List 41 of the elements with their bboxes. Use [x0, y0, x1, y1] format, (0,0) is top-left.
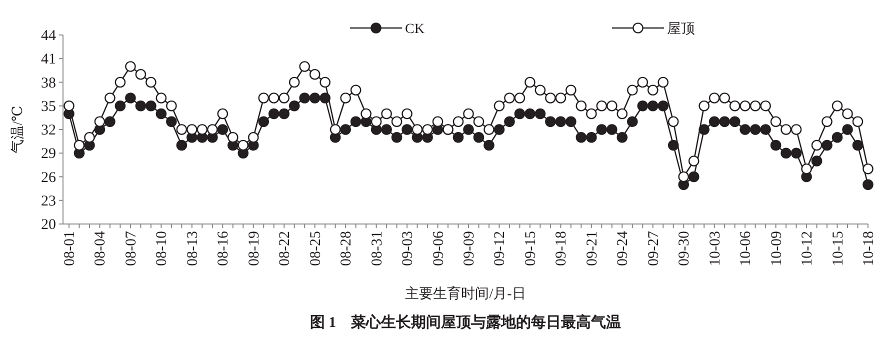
- legend-label: 屋顶: [667, 22, 695, 37]
- x-axis-title: 主要生育时间/月-日: [405, 285, 526, 302]
- y-tick-label: 26: [41, 170, 56, 186]
- x-tick-label: 09-24: [615, 230, 632, 266]
- y-axis-title: 气温/℃: [10, 106, 26, 154]
- y-tick-label: 32: [41, 122, 56, 138]
- x-tick-label: 09-09: [462, 231, 478, 266]
- x-tick-label: 10-12: [800, 231, 816, 266]
- x-tick-label: 10-18: [861, 231, 877, 266]
- x-tick-label: 10-09: [768, 231, 785, 266]
- y-tick-label: 23: [41, 193, 56, 210]
- y-tick-label: 44: [41, 28, 56, 44]
- x-tick-label: 09-03: [400, 231, 416, 266]
- x-tick-label: 10-06: [738, 230, 754, 266]
- text: 图 1 菜心生长期间屋顶与露地的每日最高气温: [310, 313, 622, 331]
- x-tick-label: 08-01: [62, 231, 78, 266]
- y-tick-label: 35: [41, 98, 56, 115]
- x-tick-label: 08-19: [246, 231, 262, 266]
- x-tick-label: 08-07: [123, 230, 140, 266]
- x-tick-label: 08-25: [308, 231, 324, 266]
- x-tick-label: 09-21: [584, 231, 600, 266]
- x-tick-label: 08-04: [92, 230, 109, 266]
- x-tick-label: 09-18: [554, 231, 570, 266]
- x-tick-label: 08-10: [154, 231, 170, 266]
- x-tick-label: 08-13: [184, 231, 201, 266]
- x-tick-label: 09-06: [430, 230, 447, 266]
- x-tick-label: 08-31: [369, 231, 386, 266]
- x-tick-label: 08-16: [216, 230, 232, 266]
- x-tick-label: 09-27: [646, 230, 662, 266]
- x-tick-label: 10-15: [830, 231, 846, 266]
- y-tick-label: 38: [41, 75, 56, 92]
- x-tick-label: 09-12: [492, 231, 508, 266]
- legend-label: CK: [405, 22, 424, 37]
- x-tick-label: 10-03: [707, 231, 724, 266]
- x-tick-label: 09-30: [676, 231, 693, 266]
- y-tick-label: 29: [41, 146, 56, 162]
- y-tick-label: 20: [41, 217, 56, 233]
- x-tick-label: 09-15: [522, 231, 539, 266]
- x-tick-label: 08-28: [338, 231, 355, 266]
- x-tick-label: 08-22: [277, 231, 294, 266]
- y-tick-label: 41: [41, 52, 56, 68]
